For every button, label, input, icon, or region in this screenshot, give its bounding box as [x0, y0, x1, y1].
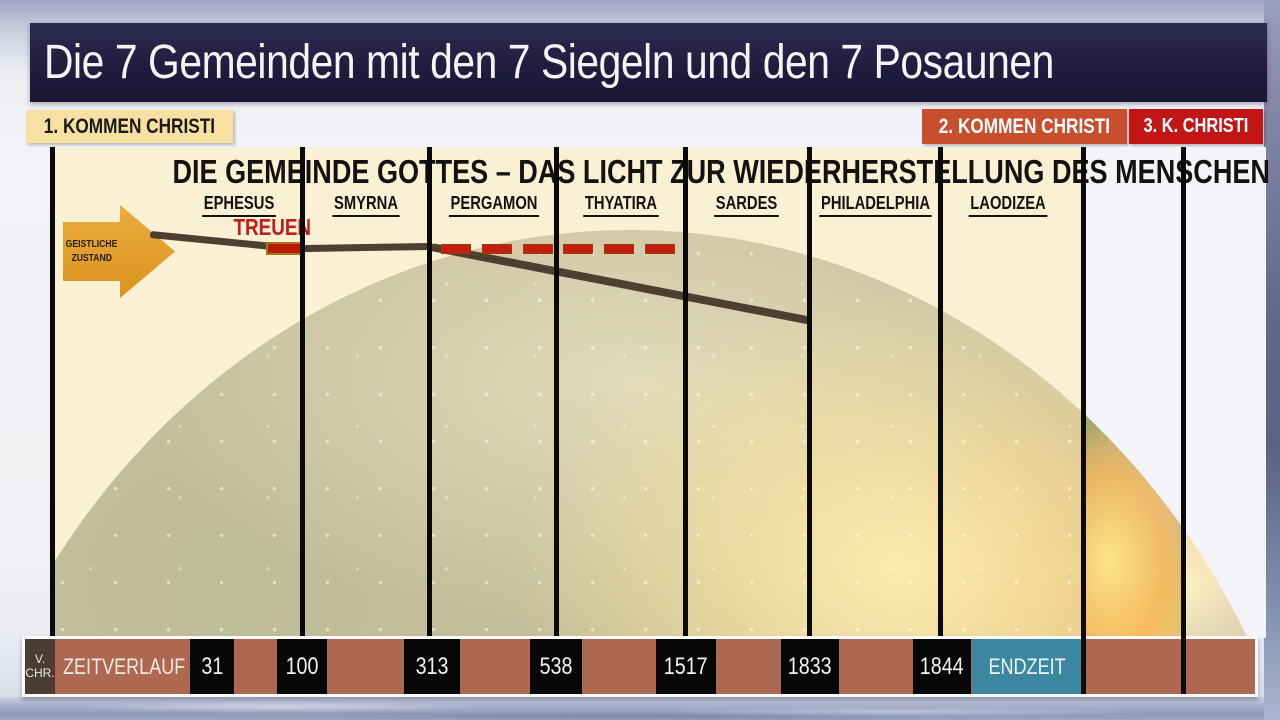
timeline-bar-inner: V. CHR. ZEITVERLAUF 31 100 313 538 1517 …	[25, 639, 1255, 694]
endzeit-cell: ENDZEIT	[972, 639, 1083, 694]
year-cell-313: 313	[404, 639, 460, 694]
divider-line-1844	[938, 147, 943, 638]
divider-line-313	[427, 147, 432, 638]
first-coming-text: 1. KOMMEN CHRISTI	[43, 114, 216, 138]
globe-earth-vivid	[1086, 230, 1181, 638]
church-label-laodizea: LAODIZEA	[933, 193, 1083, 217]
first-coming-label: 1. KOMMEN CHRISTI	[26, 110, 233, 143]
church-label-sardes: SARDES	[672, 193, 822, 217]
divider-line-1517	[683, 147, 688, 638]
apostasy-dash	[563, 244, 594, 254]
clouds-band	[0, 697, 1280, 720]
year-cell-100: 100	[277, 639, 327, 694]
divider-line-100	[300, 147, 305, 638]
apostasy-dash	[644, 244, 675, 254]
before-christ-cell: V. CHR.	[25, 639, 55, 694]
apostasy-dash	[481, 244, 512, 254]
year-cell-1833: 1833	[781, 639, 839, 694]
spiritual-state-arrow-label: GEISTLICHE ZUSTAND	[65, 237, 118, 264]
third-coming-text: 3. K. CHRISTI	[1143, 115, 1249, 137]
post-endzeit-column	[1186, 147, 1266, 638]
church-label-smyrna: SMYRNA	[291, 193, 441, 217]
divider-line-third-coming	[1181, 147, 1186, 694]
third-coming-label: 3. K. CHRISTI	[1129, 109, 1263, 144]
church-label-ephesus: EPHESUS	[164, 193, 314, 217]
panel-heading: DIE GEMEINDE GOTTES – DAS LICHT ZUR WIED…	[172, 153, 1270, 190]
year-cell-1844: 1844	[913, 639, 971, 694]
apostasy-dash	[441, 244, 471, 254]
apostasy-dash	[522, 244, 553, 254]
globe-earth-faded	[1186, 230, 1266, 638]
divider-line-second-coming	[1081, 147, 1086, 694]
church-label-pergamon: PERGAMON	[419, 193, 569, 217]
year-cell-538: 538	[530, 639, 582, 694]
globe-earth	[52, 230, 1083, 638]
year-cell-31: 31	[190, 639, 234, 694]
timeline-axis-label: ZEITVERLAUF	[63, 653, 186, 679]
year-cell-1517: 1517	[656, 639, 716, 694]
slide-title: Die 7 Gemeinden mit den 7 Siegeln und de…	[44, 36, 1054, 89]
endzeit-column	[1086, 147, 1181, 638]
second-coming-label: 2. KOMMEN CHRISTI	[922, 109, 1127, 144]
faithful-label: TREUEN	[233, 214, 312, 240]
divider-line-538	[554, 147, 559, 638]
divider-line-first-coming	[50, 147, 55, 638]
faithful-marker	[266, 242, 303, 255]
title-bar: Die 7 Gemeinden mit den 7 Siegeln und de…	[30, 23, 1267, 102]
page-right-edge	[1264, 0, 1280, 720]
timeline-panel	[52, 147, 1083, 638]
apostasy-dash	[604, 244, 635, 254]
apostasy-dashed-line	[441, 244, 675, 254]
timeline-bar: V. CHR. ZEITVERLAUF 31 100 313 538 1517 …	[22, 636, 1258, 697]
divider-line-1833	[807, 147, 812, 638]
church-label-philadelphia: PHILADELPHIA	[801, 193, 951, 217]
church-label-thyatira: THYATIRA	[546, 193, 696, 217]
second-coming-text: 2. KOMMEN CHRISTI	[938, 114, 1111, 138]
